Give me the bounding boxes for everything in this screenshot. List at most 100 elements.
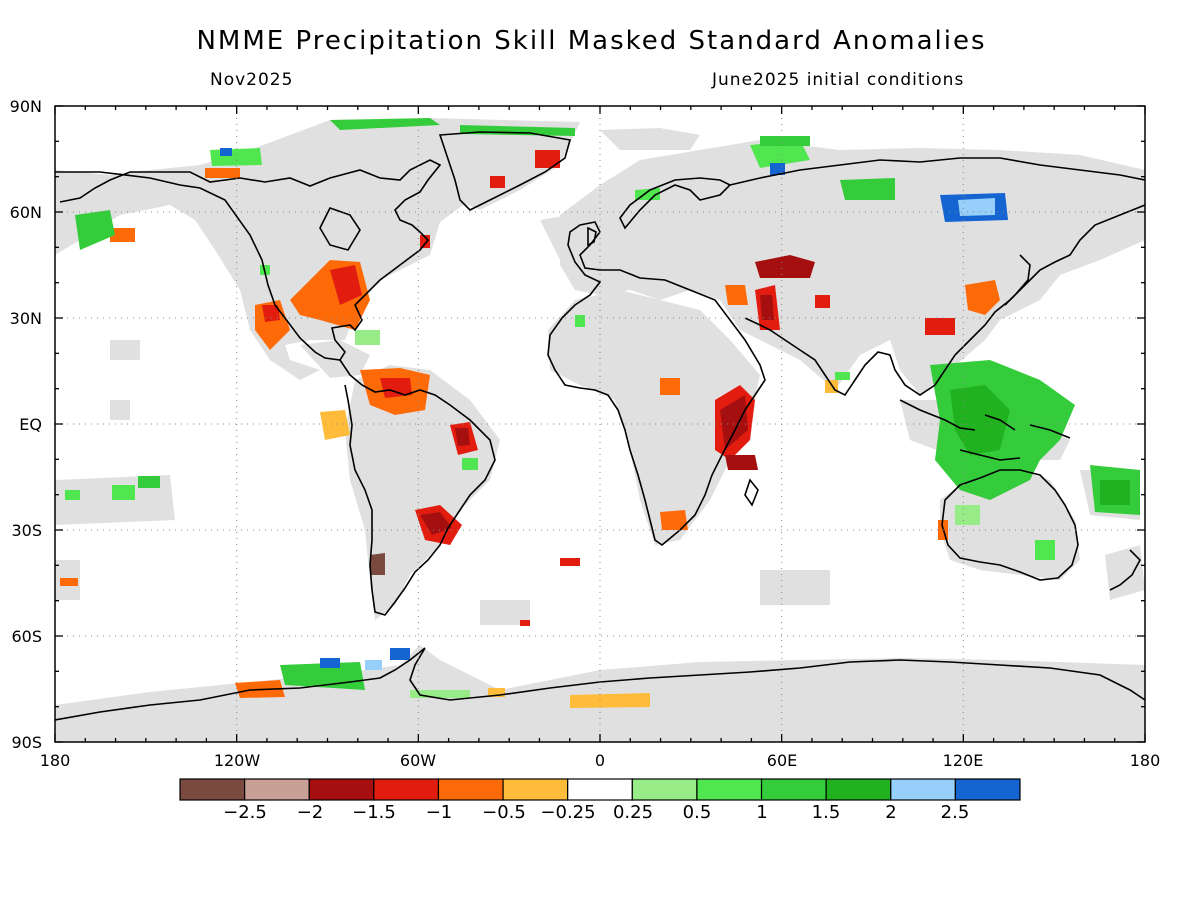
lat-label-90n: 90N — [10, 97, 42, 116]
anomaly-florida-green — [355, 330, 380, 345]
lat-label-60s: 60S — [11, 627, 42, 646]
coast-north-america — [55, 159, 442, 361]
lon-label-180w: 180 — [40, 751, 71, 770]
anomaly-colombia-yellow — [320, 410, 350, 440]
africa — [548, 290, 760, 545]
colorbar-label: 0.5 — [683, 802, 712, 823]
anomaly-east-africa-core — [720, 395, 748, 450]
colorbar-label: 0.25 — [613, 802, 653, 823]
anomaly-india-green — [835, 372, 850, 380]
anomaly-chile-brown — [370, 553, 385, 575]
coast-greenland — [438, 131, 572, 211]
anomaly-siberia-west — [750, 140, 810, 168]
anomaly-australia-north-light — [955, 505, 980, 525]
anomaly-patches — [60, 118, 1140, 708]
coast-uk — [587, 226, 597, 247]
anomaly-tropical-south-pacific — [60, 578, 78, 586]
colorbar-swatch — [760, 778, 827, 801]
anomaly-antarctic-east-yellow — [570, 693, 650, 708]
anomaly-siberia-central — [840, 178, 895, 200]
colorbar-swatch — [502, 778, 569, 801]
lon-label-60e: 60E — [767, 751, 797, 770]
colorbar-swatch — [825, 778, 892, 801]
lon-label-120e: 120E — [943, 751, 984, 770]
colorbar-label: 2 — [885, 802, 896, 823]
anomaly-sahel-orange — [660, 378, 680, 395]
anomaly-us-southeast-core — [330, 265, 362, 305]
anomaly-china-south — [925, 318, 955, 335]
indian-ocean-islands — [760, 570, 830, 605]
coast-central-america — [339, 359, 496, 616]
anomaly-canada-east — [420, 235, 430, 248]
longitude-labels: 180 120W 60W 0 60E 120E 180 — [40, 751, 1161, 770]
anomaly-antarctic-peninsula-blue — [320, 658, 340, 668]
lat-label-60n: 60N — [10, 203, 42, 222]
anomaly-caribbean-core — [380, 378, 412, 398]
colorbar-labels: −2.5 −2 −1.5 −1 −0.5 −0.25 0.25 0.5 1 1.… — [223, 802, 969, 823]
new-zealand — [1105, 545, 1145, 600]
coast-japan — [1004, 254, 1031, 306]
anomaly-canada-blue — [220, 148, 232, 156]
colorbar-swatch — [567, 778, 633, 801]
colorbar-label: −1 — [426, 802, 453, 823]
anomaly-south-brazil-core — [420, 512, 452, 535]
coastlines — [55, 131, 1145, 721]
anomaly-south-africa — [660, 510, 688, 530]
colorbar-label: −0.25 — [540, 802, 595, 823]
coast-asia — [729, 157, 1145, 397]
colorbar-swatch — [244, 778, 310, 801]
anomaly-antarctic-blue-2 — [390, 648, 410, 660]
anomaly-arctic-svalbard — [760, 136, 810, 146]
anomaly-caspian — [725, 285, 748, 305]
anomaly-amazon-east-core — [455, 428, 470, 446]
colorbar-swatch — [437, 778, 504, 801]
lat-label-30n: 30N — [10, 309, 42, 328]
colorbar-label: −2.5 — [223, 802, 267, 823]
colorbar-swatch — [631, 778, 698, 801]
colorbar-label: −2 — [297, 802, 324, 823]
latitude-labels: 90N 60N 30N EQ 30S 60S 90S — [10, 97, 42, 752]
axis-ticks — [54, 105, 1146, 743]
lat-label-90s: 90S — [11, 733, 42, 752]
lat-label-30s: 30S — [11, 521, 42, 540]
greenland — [430, 118, 580, 210]
colorbar — [179, 778, 1021, 801]
coast-australia — [941, 469, 1079, 581]
coast-maritime — [899, 399, 1071, 461]
anomaly-canada-arctic-mix — [210, 148, 262, 166]
atlantic-islands — [480, 600, 530, 625]
arctic-islands — [600, 128, 700, 150]
lon-label-180e: 180 — [1130, 751, 1161, 770]
hawaii — [110, 340, 140, 360]
colorbar-label: 2.5 — [941, 802, 970, 823]
anomaly-australia-south — [1035, 540, 1055, 560]
anomaly-east-africa-south — [725, 455, 758, 470]
anomaly-alaska-green — [75, 210, 115, 250]
coast-europe-africa — [547, 221, 766, 547]
anomaly-east-asia — [965, 280, 1000, 315]
anomaly-maritime-core — [950, 385, 1010, 455]
anomaly-greenland-east — [535, 150, 560, 168]
anomaly-central-asia — [755, 255, 815, 278]
anomaly-hawaii-green — [138, 476, 160, 488]
anomaly-australia-east-core — [1100, 480, 1130, 505]
anomaly-south-pacific-green — [65, 490, 80, 500]
colorbar-swatch — [696, 778, 763, 801]
lon-label-120w: 120W — [214, 751, 261, 770]
anomaly-south-atlantic — [560, 558, 580, 566]
anomaly-siberia-lightblue — [958, 198, 995, 216]
anomaly-antarctic-lightblue — [365, 660, 382, 670]
kamchatka — [1100, 195, 1145, 240]
anomaly-arctic-canada-green — [330, 118, 440, 130]
colorbar-label: −1.5 — [352, 802, 396, 823]
anomaly-mexico-core — [262, 305, 280, 322]
colorbar-swatch — [954, 778, 1021, 801]
coast-new-zealand — [1109, 549, 1141, 591]
gridlines — [55, 106, 1145, 742]
lon-label-60w: 60W — [400, 751, 436, 770]
anomaly-arctic-greenland-north — [460, 125, 575, 136]
colorbar-swatch — [179, 778, 246, 801]
mid-pacific — [110, 400, 130, 420]
lat-label-eq: EQ — [19, 415, 42, 434]
